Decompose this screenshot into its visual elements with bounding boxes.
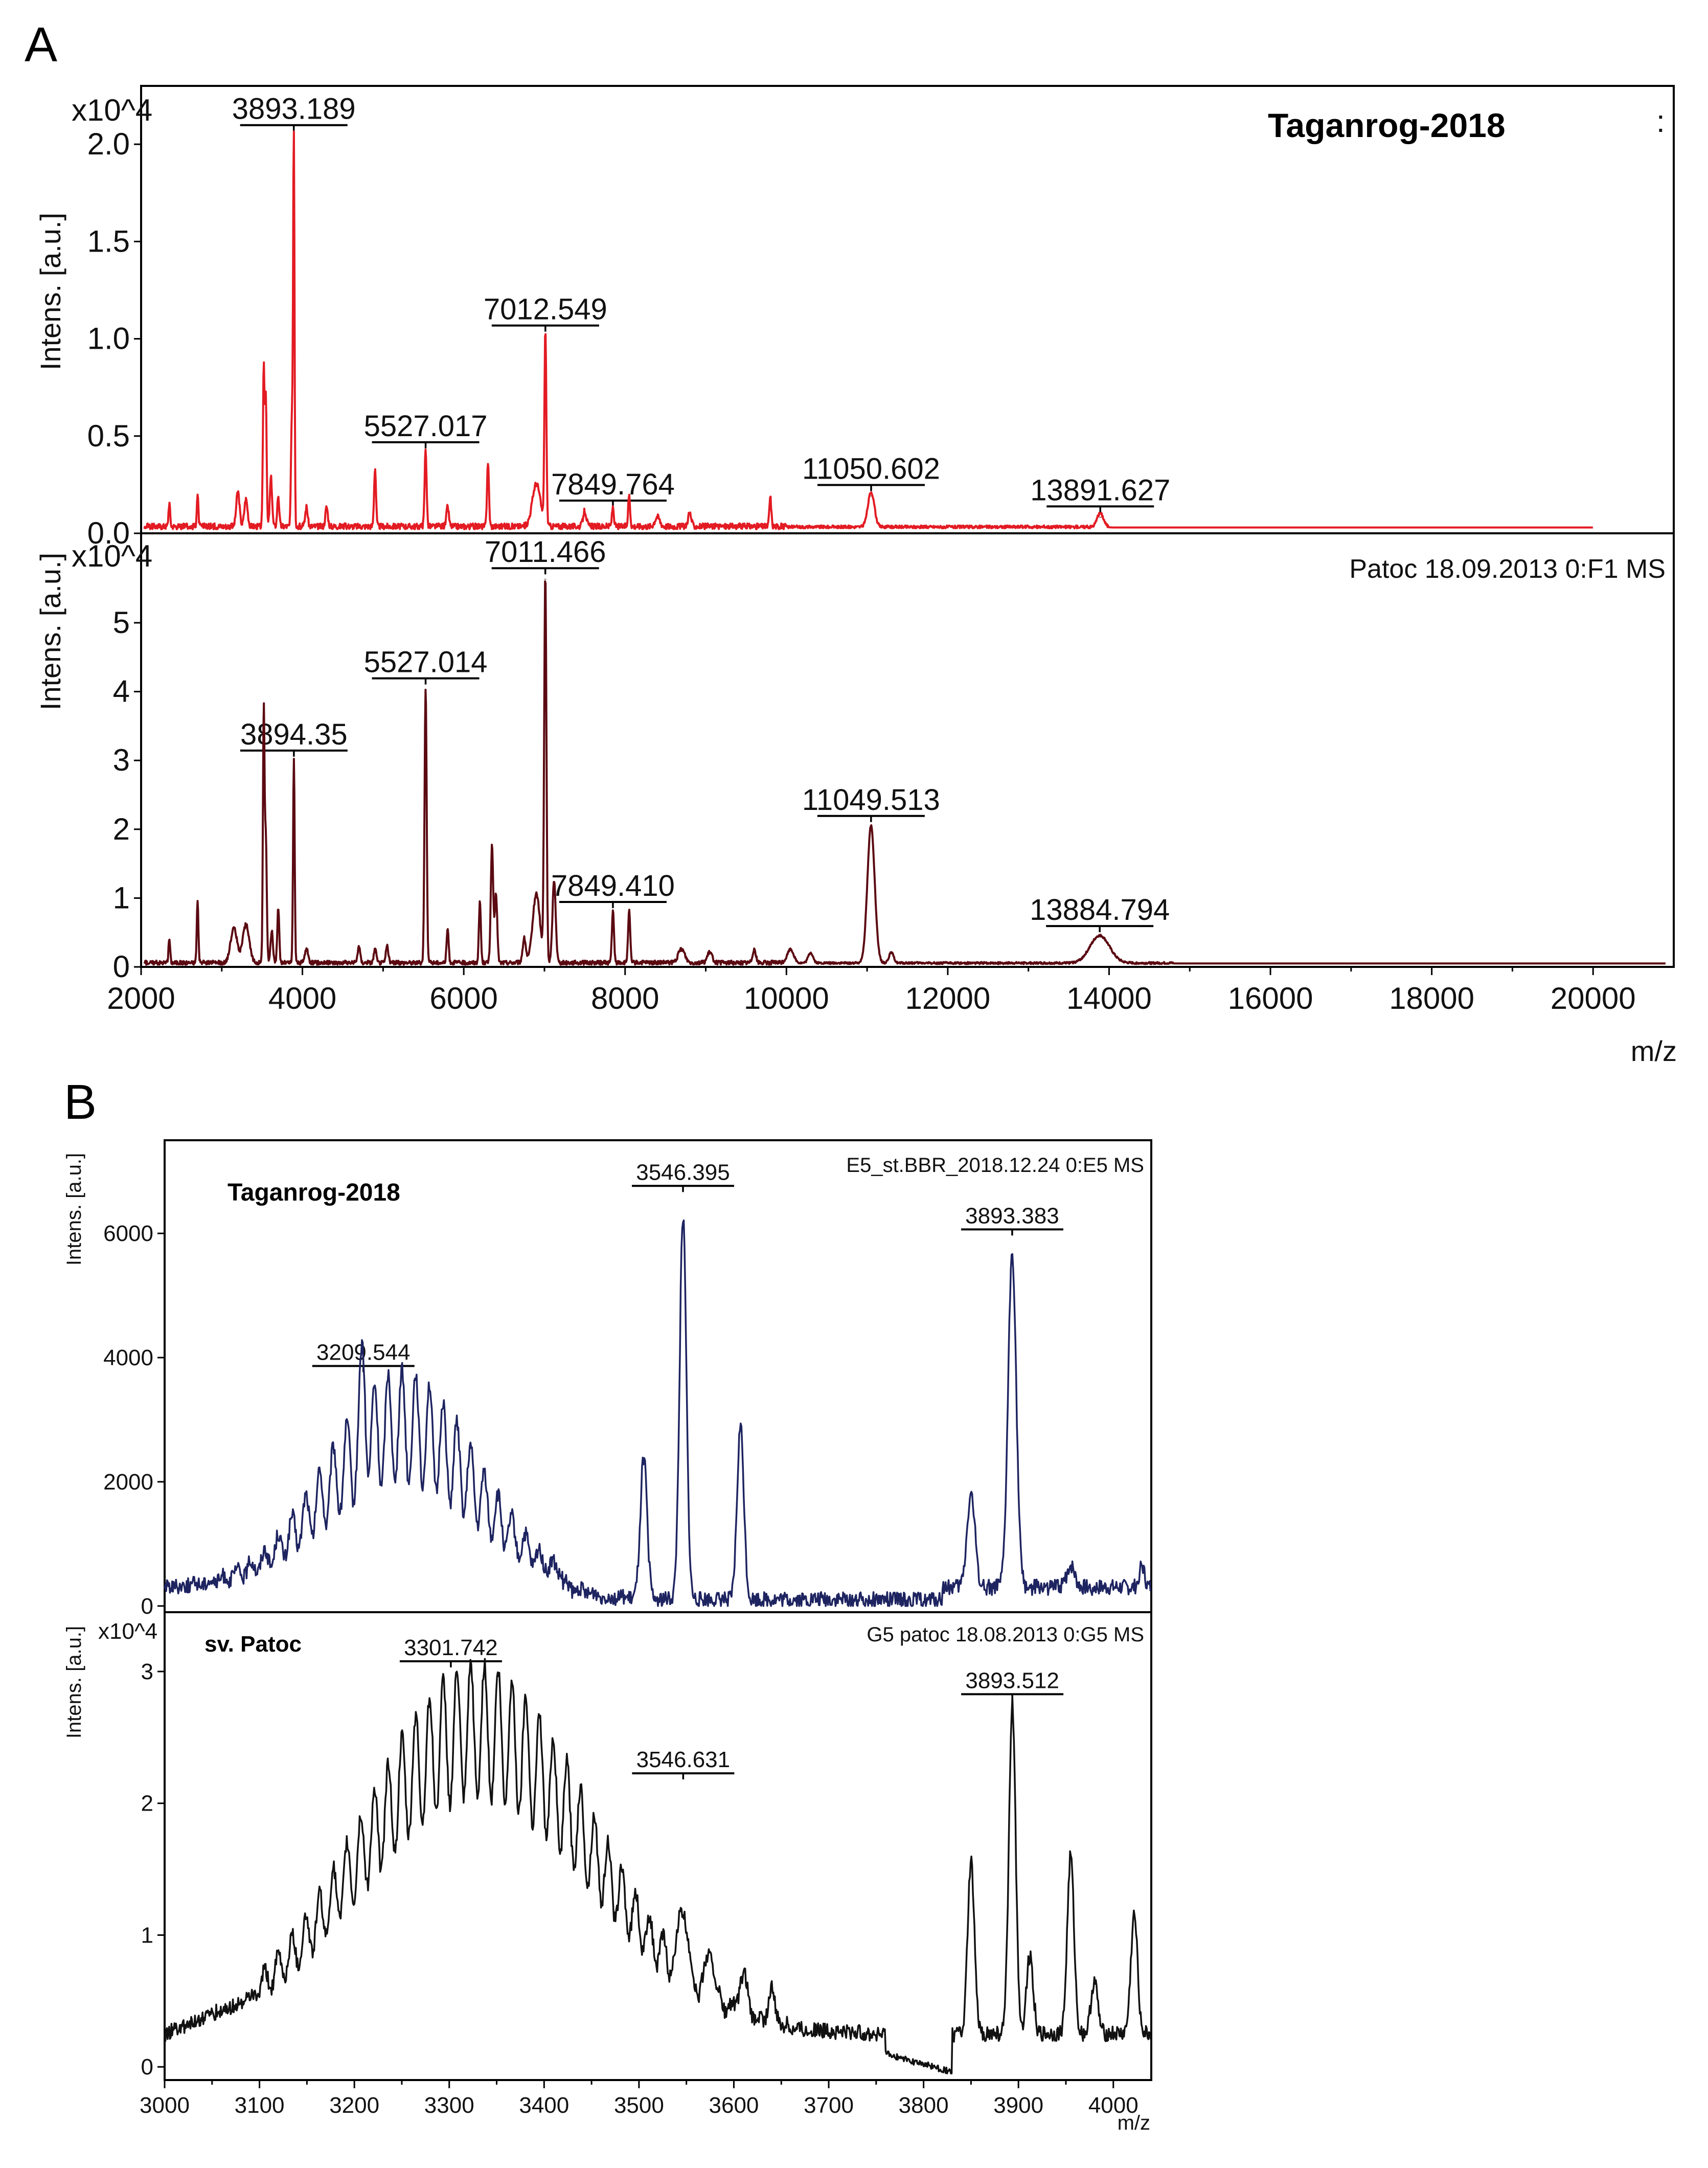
x-tick-label: 4000 — [268, 981, 336, 1015]
peak-annotation: 5527.014 — [364, 646, 488, 679]
y-tick-label: 0.0 — [87, 516, 130, 550]
x-tick-label: 12000 — [905, 981, 990, 1015]
b-top-title: Taganrog-2018 — [227, 1179, 400, 1206]
b-bottom-title: sv. Patoc — [204, 1632, 302, 1657]
b-top-subtitle: E5_st.BBR_2018.12.24 0:E5 MS — [846, 1154, 1144, 1177]
y-tick-label: 0 — [113, 950, 130, 984]
x-tick-label: 18000 — [1389, 981, 1474, 1015]
a-bottom-yscale: x10^4 — [72, 539, 152, 573]
x-tick-label: 3700 — [804, 2093, 854, 2118]
peak-annotation: 11049.513 — [802, 783, 940, 817]
peak-annotation: 7849.410 — [551, 869, 675, 902]
peak-annotation: 3301.742 — [404, 1635, 498, 1660]
x-tick-label: 3500 — [614, 2093, 664, 2118]
panel-b-letter: B — [64, 1075, 97, 1130]
a-top-edge-mark: : — [1656, 104, 1665, 139]
x-tick-label: 3800 — [899, 2093, 949, 2118]
b-top-ylabel: Intens. [a.u.] — [63, 1153, 85, 1266]
peak-annotation: 3894.35 — [240, 718, 348, 751]
y-tick-label: 3 — [113, 743, 130, 777]
y-tick-label: 1 — [141, 1923, 153, 1948]
y-tick-label: 0 — [141, 2054, 153, 2080]
peak-annotation: 5527.017 — [364, 410, 488, 443]
a-top-trace — [143, 130, 1593, 530]
peak-annotation: 3546.631 — [636, 1747, 731, 1772]
a-top-yscale: x10^4 — [72, 93, 152, 127]
x-tick-label: 2000 — [107, 981, 175, 1015]
x-tick-label: 8000 — [591, 981, 659, 1015]
x-tick-label: 3000 — [140, 2093, 190, 2118]
b-top-trace — [164, 1219, 1152, 1607]
y-tick-label: 0 — [141, 1594, 153, 1619]
y-tick-label: 4000 — [103, 1345, 153, 1370]
x-tick-label: 4000 — [1088, 2093, 1138, 2118]
peak-annotation: 7011.466 — [485, 535, 606, 569]
x-tick-label: 3400 — [519, 2093, 569, 2118]
b-bottom-ylabel: Intens. [a.u.] — [63, 1626, 85, 1738]
chart-a-bottom: Intens. [a.u.] x10^4 Patoc 18.09.2013 0:… — [34, 535, 1677, 1067]
b-bottom-trace — [164, 1658, 1152, 2074]
x-tick-label: 3200 — [329, 2093, 379, 2118]
y-tick-label: 2 — [113, 812, 130, 846]
x-tick-label: 16000 — [1228, 981, 1313, 1015]
x-tick-label: 20000 — [1551, 981, 1636, 1015]
peak-annotation: 7012.549 — [484, 293, 607, 326]
y-tick-label: 0.5 — [87, 419, 130, 453]
b-bottom-yscale: x10^4 — [98, 1619, 157, 1644]
x-tick-label: 3600 — [709, 2093, 759, 2118]
x-tick-label: 3100 — [235, 2093, 285, 2118]
peak-annotation: 3893.383 — [965, 1203, 1059, 1228]
y-tick-label: 1 — [113, 880, 130, 915]
peak-annotation: 13891.627 — [1030, 473, 1170, 507]
chart-b-top: Intens. [a.u.] Taganrog-2018 E5_st.BBR_2… — [63, 1153, 1152, 1619]
y-tick-label: 2 — [141, 1791, 153, 1816]
chart-a-top: Intens. [a.u.] x10^4 Taganrog-2018 : 0.0… — [34, 93, 1665, 550]
panel-b-frame — [164, 1139, 1152, 2081]
a-bottom-trace — [143, 580, 1666, 966]
y-tick-label: 6000 — [103, 1221, 153, 1246]
a-xlabel: m/z — [1631, 1035, 1677, 1067]
panel-a-frame — [140, 85, 1675, 968]
x-tick-label: 3900 — [993, 2093, 1043, 2118]
peak-annotation: 3546.395 — [636, 1160, 730, 1185]
a-bottom-title: Patoc 18.09.2013 0:F1 MS — [1349, 554, 1666, 584]
y-tick-label: 2000 — [103, 1470, 153, 1495]
y-tick-label: 1.5 — [87, 224, 130, 258]
y-tick-label: 4 — [113, 674, 130, 709]
a-bottom-ylabel: Intens. [a.u.] — [34, 553, 66, 710]
chart-b-bottom: Intens. [a.u.] x10^4 sv. Patoc G5 patoc … — [63, 1619, 1152, 2134]
x-tick-label: 3300 — [424, 2093, 474, 2118]
b-xlabel: m/z — [1118, 2112, 1150, 2134]
y-tick-label: 1.0 — [87, 322, 130, 356]
x-tick-label: 6000 — [429, 981, 497, 1015]
a-top-title: Taganrog-2018 — [1268, 106, 1506, 144]
b-bottom-subtitle: G5 patoc 18.08.2013 0:G5 MS — [867, 1623, 1144, 1646]
peak-annotation: 11050.602 — [802, 453, 940, 486]
a-top-ylabel: Intens. [a.u.] — [34, 213, 66, 370]
y-tick-label: 2.0 — [87, 127, 130, 161]
peak-annotation: 13884.794 — [1030, 893, 1170, 927]
y-tick-label: 5 — [113, 605, 130, 640]
panel-a-letter: A — [25, 17, 57, 72]
peak-annotation: 3893.189 — [232, 93, 356, 126]
x-tick-label: 10000 — [744, 981, 829, 1015]
x-tick-label: 14000 — [1066, 981, 1152, 1015]
peak-annotation: 3893.512 — [965, 1668, 1059, 1693]
peak-annotation: 7849.764 — [551, 468, 675, 501]
y-tick-label: 3 — [141, 1659, 153, 1684]
